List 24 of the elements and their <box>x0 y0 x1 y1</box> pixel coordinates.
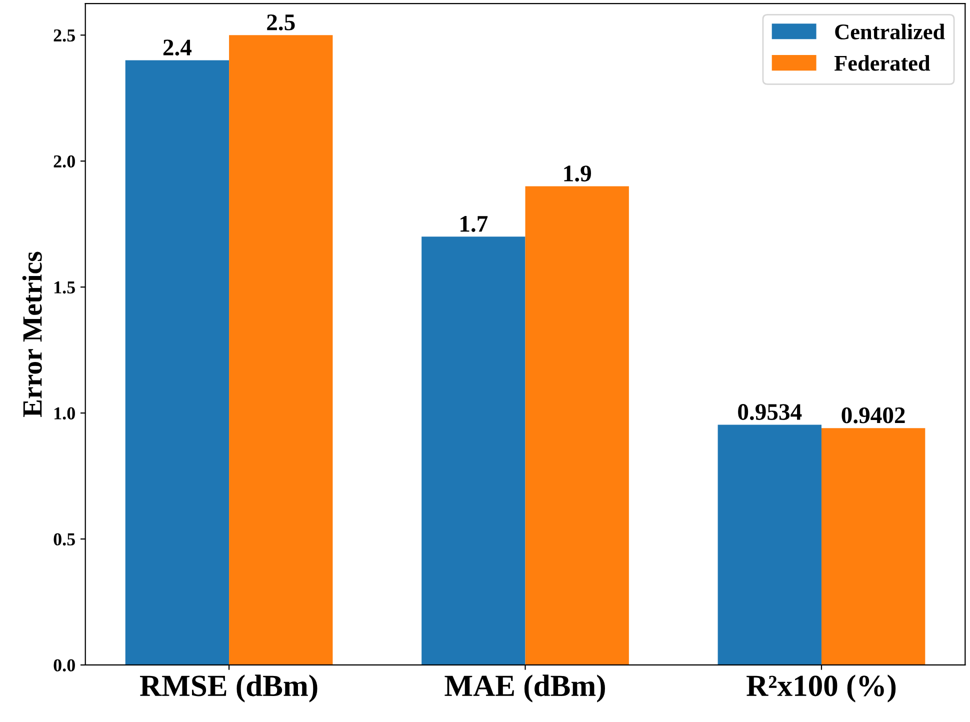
data-label: 2.4 <box>163 40 192 56</box>
data-label: 1.7 <box>460 216 488 232</box>
data-label: 0.9534 <box>738 404 802 420</box>
bar <box>718 424 822 665</box>
bar <box>229 35 333 665</box>
y-axis-title: Error Metrics <box>22 252 42 417</box>
legend-label: Centralized <box>835 24 945 40</box>
y-tick-label: 1.0 <box>54 407 75 420</box>
x-tick-label: R²x100 (%) <box>746 674 896 702</box>
x-tick-label: MAE (dBm) <box>444 674 605 702</box>
bar <box>125 60 230 665</box>
y-tick-label: 2.0 <box>54 155 75 168</box>
data-label: 2.5 <box>267 14 295 30</box>
legend-label: Federated <box>834 55 930 71</box>
y-tick-label: 2.5 <box>54 29 75 42</box>
y-tick-label: 0.0 <box>54 659 75 672</box>
data-label: 0.9402 <box>842 407 905 424</box>
bar <box>525 186 629 665</box>
y-tick-label: 0.5 <box>54 533 75 546</box>
bar <box>821 428 926 665</box>
data-label: 1.9 <box>564 166 591 182</box>
y-tick-label: 1.5 <box>54 281 75 294</box>
x-tick-label: RMSE (dBm) <box>140 674 318 702</box>
bar <box>422 236 526 665</box>
